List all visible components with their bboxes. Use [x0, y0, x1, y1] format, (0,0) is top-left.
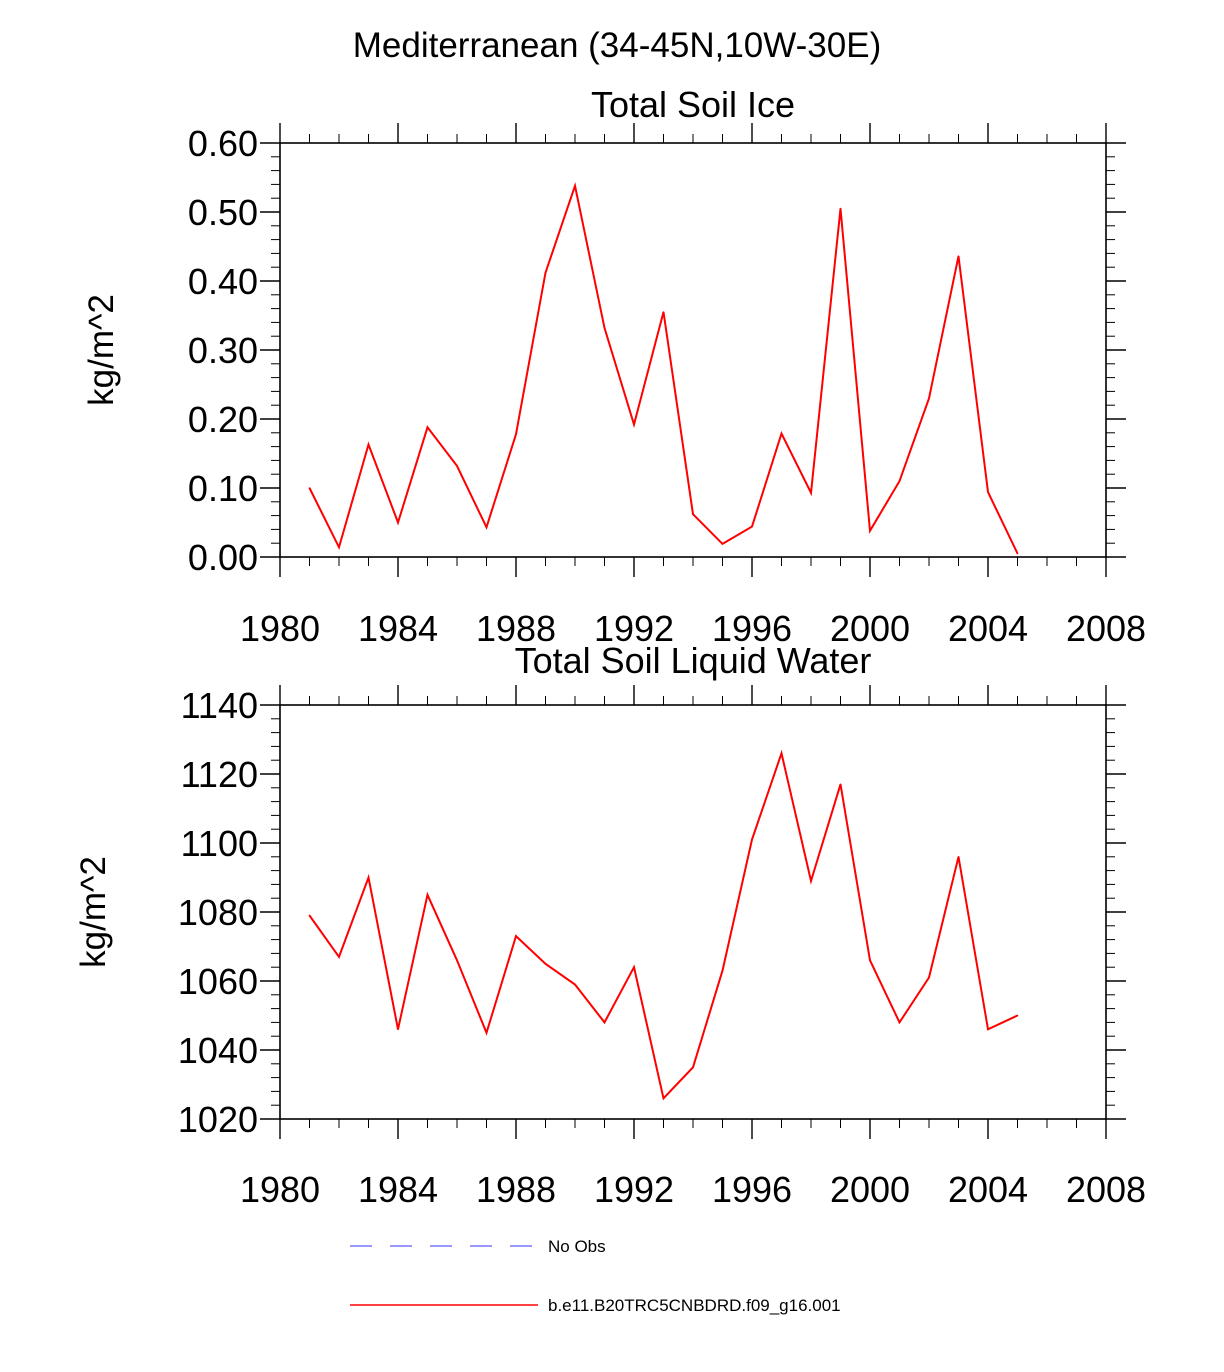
- data-point: [338, 956, 340, 958]
- data-point: [515, 433, 517, 435]
- data-point: [780, 752, 783, 755]
- x-tick-label: 2000: [830, 1169, 910, 1210]
- data-point: [692, 1066, 694, 1069]
- x-tick-label: 1980: [240, 1169, 320, 1210]
- data-point: [485, 1031, 488, 1034]
- y-tick-label: 1120: [181, 754, 258, 795]
- data-point: [869, 959, 871, 962]
- x-tick-label: 2008: [1066, 1169, 1146, 1210]
- y-tick-label: 0.20: [188, 399, 258, 440]
- y-tick-label: 0.10: [188, 468, 258, 509]
- data-point: [780, 432, 783, 435]
- legend-label: No Obs: [548, 1237, 606, 1256]
- data-point: [898, 480, 901, 482]
- data-point: [810, 492, 812, 494]
- data-point: [574, 983, 576, 986]
- y-axis-label: kg/m^2: [74, 856, 113, 968]
- data-point: [751, 525, 753, 528]
- data-point: [839, 207, 842, 210]
- data-point: [1016, 552, 1019, 555]
- chart-title: Total Soil Ice: [591, 84, 795, 125]
- legend: No Obs b.e11.B20TRC5CNBDRD.f09_g16.001: [350, 1237, 841, 1315]
- plot-frame: [279, 142, 1107, 558]
- data-point: [957, 255, 960, 257]
- data-point: [721, 543, 724, 545]
- data-point: [839, 783, 842, 786]
- data-point: [603, 327, 606, 329]
- data-point: [928, 397, 930, 400]
- data-point: [662, 1097, 665, 1100]
- y-tick-label: 0.40: [188, 261, 258, 302]
- legend-label: b.e11.B20TRC5CNBDRD.f09_g16.001: [548, 1296, 841, 1315]
- data-point: [662, 311, 665, 313]
- y-axis-label: kg/m^2: [82, 294, 121, 406]
- data-point: [928, 976, 930, 979]
- data-point: [633, 423, 635, 426]
- x-tick-label: 1984: [358, 608, 438, 649]
- figure-suptitle: Mediterranean (34-45N,10W-30E): [353, 26, 882, 65]
- y-tick-label: 0.30: [188, 330, 258, 371]
- data-point: [692, 513, 694, 516]
- data-point: [603, 1021, 606, 1024]
- panel-total-soil-ice: Total Soil Ice kg/m^2 0.00 0.10 0.20 0.30 0.40…: [82, 84, 1146, 649]
- y-tick-label: 1080: [178, 892, 258, 933]
- x-tick-label: 1980: [240, 608, 320, 649]
- x-tick-label: 1992: [594, 608, 674, 649]
- data-point: [367, 443, 370, 446]
- x-tick-label: 1988: [476, 608, 556, 649]
- data-point: [957, 856, 960, 858]
- x-tick-label: 2004: [948, 608, 1028, 649]
- data-point: [898, 1021, 901, 1024]
- x-tick-label: 1996: [712, 608, 792, 649]
- data-point: [544, 962, 547, 965]
- data-point: [751, 838, 753, 841]
- data-point: [338, 546, 340, 549]
- y-tick-label: 1060: [178, 961, 258, 1002]
- data-point: [869, 529, 871, 532]
- y-tick-label: 1040: [178, 1030, 258, 1071]
- y-tick-label: 1020: [178, 1099, 258, 1140]
- y-tick-label: 1100: [181, 823, 258, 864]
- data-point: [308, 487, 311, 489]
- plot-frame: [279, 704, 1107, 1120]
- data-point: [456, 959, 458, 962]
- data-point: [1016, 1014, 1019, 1017]
- x-tick-label: 1988: [476, 1169, 556, 1210]
- x-tick-label: 2004: [948, 1169, 1028, 1210]
- data-point: [397, 521, 399, 524]
- data-point: [308, 914, 311, 917]
- data-point: [426, 893, 429, 896]
- x-tick-label: 1996: [712, 1169, 792, 1210]
- data-point: [544, 271, 547, 274]
- data-point: [987, 491, 989, 493]
- data-point: [515, 935, 517, 937]
- y-tick-label: 0.00: [188, 537, 258, 578]
- x-tick-label: 2000: [830, 608, 910, 649]
- data-point: [397, 1028, 399, 1031]
- data-point: [987, 1028, 989, 1031]
- data-point: [721, 969, 724, 972]
- y-tick-label: 1140: [181, 685, 258, 726]
- data-point: [485, 526, 488, 529]
- chart-title: Total Soil Liquid Water: [515, 640, 872, 681]
- series-line: [308, 749, 1018, 1101]
- panel-total-soil-liquid-water: Total Soil Liquid Water kg/m^2 1020 1040 106…: [74, 640, 1146, 1210]
- x-tick-label: 1984: [358, 1169, 438, 1210]
- data-point: [574, 184, 576, 187]
- y-tick-label: 0.50: [188, 192, 258, 233]
- data-point: [426, 426, 429, 429]
- series-line: [308, 182, 1019, 554]
- data-point: [456, 465, 458, 467]
- x-tick-label: 2008: [1066, 608, 1146, 649]
- y-tick-label: 0.60: [188, 123, 258, 164]
- data-point: [367, 876, 370, 879]
- data-point: [633, 966, 635, 968]
- x-tick-label: 1992: [594, 1169, 674, 1210]
- data-point: [810, 880, 812, 882]
